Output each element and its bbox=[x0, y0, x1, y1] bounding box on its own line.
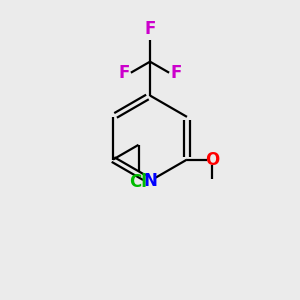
Text: F: F bbox=[170, 64, 182, 82]
Text: F: F bbox=[144, 20, 156, 38]
Text: N: N bbox=[143, 172, 157, 190]
Text: Cl: Cl bbox=[130, 173, 148, 191]
Text: O: O bbox=[205, 151, 219, 169]
Text: F: F bbox=[118, 64, 130, 82]
